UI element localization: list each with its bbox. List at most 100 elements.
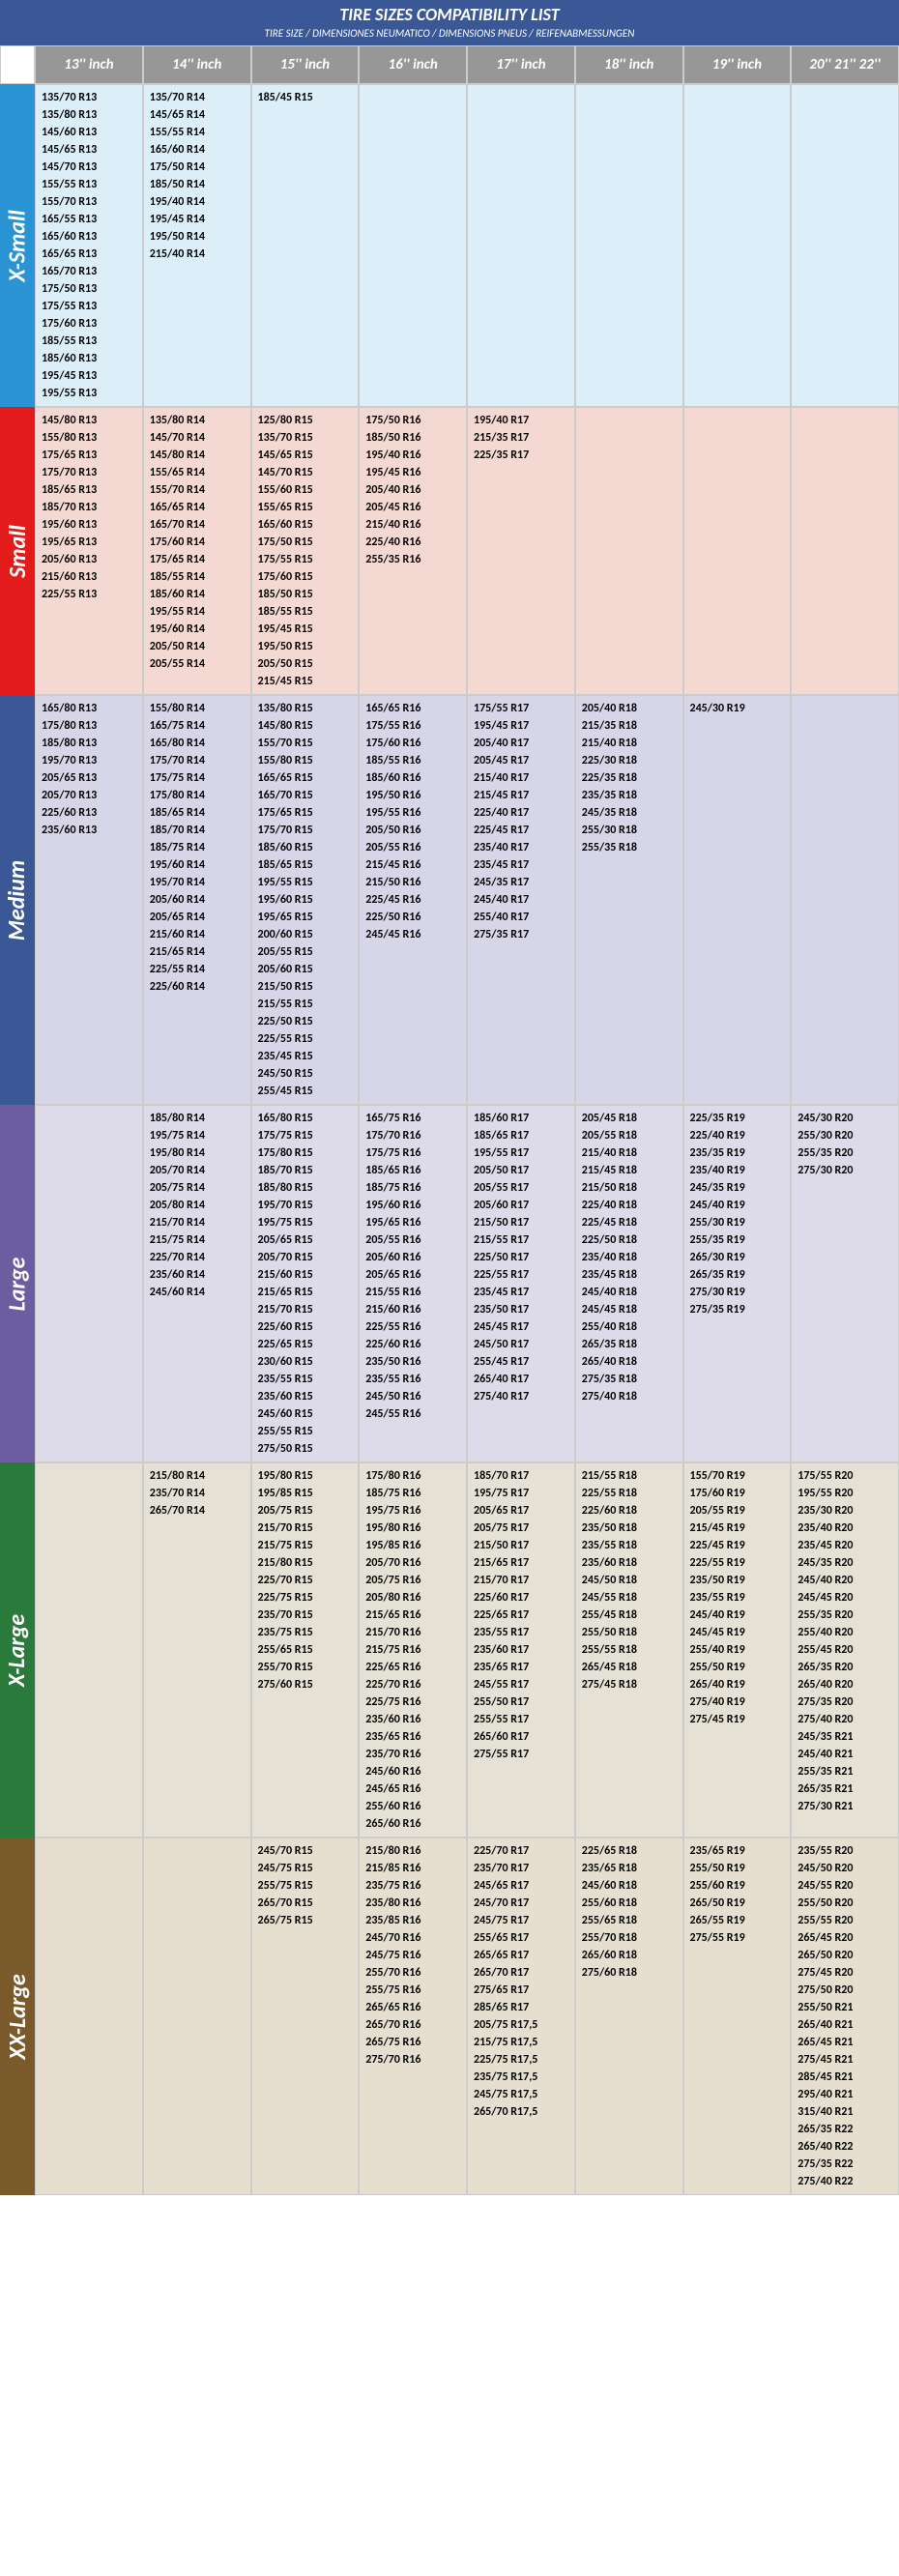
- tire-size: 245/50 R16: [365, 1388, 460, 1405]
- tire-size: 215/45 R15: [258, 673, 353, 690]
- tire-size: 255/30 R19: [690, 1214, 785, 1231]
- tire-size: 185/60 R16: [365, 769, 460, 787]
- tire-size: 255/55 R17: [474, 1711, 568, 1728]
- tire-size: 275/60 R18: [582, 1964, 677, 1982]
- tire-size: 265/50 R20: [798, 1947, 892, 1964]
- tire-size: 175/50 R14: [150, 159, 245, 176]
- tire-size: 265/35 R22: [798, 2121, 892, 2138]
- tire-size: 215/50 R15: [258, 978, 353, 996]
- tire-size: 265/70 R14: [150, 1502, 245, 1520]
- tire-size: 185/70 R14: [150, 822, 245, 839]
- tire-size: 235/75 R17,5: [474, 2069, 568, 2086]
- tire-cell: 135/70 R14145/65 R14155/55 R14165/60 R14…: [143, 84, 251, 407]
- tire-size: 205/75 R16: [365, 1572, 460, 1589]
- tire-size: 225/65 R15: [258, 1336, 353, 1353]
- tire-cell: 235/65 R19255/50 R19255/60 R19265/50 R19…: [683, 1838, 792, 2195]
- compatibility-grid: 13'' inch14'' inch15'' inch16'' inch17''…: [0, 45, 899, 2195]
- tire-size: 195/50 R15: [258, 638, 353, 655]
- tire-size: 155/65 R14: [150, 464, 245, 481]
- tire-size: 275/30 R20: [798, 1162, 892, 1179]
- tire-size: 225/40 R18: [582, 1197, 677, 1214]
- tire-size: 175/55 R13: [42, 298, 136, 315]
- tire-size: 225/70 R15: [258, 1572, 353, 1589]
- tire-size: 245/45 R18: [582, 1301, 677, 1318]
- tire-cell: 185/45 R15: [251, 84, 360, 407]
- tire-size: 205/50 R16: [365, 822, 460, 839]
- tire-size: 215/40 R18: [582, 1144, 677, 1162]
- tire-size: 155/60 R15: [258, 481, 353, 499]
- tire-size: 235/65 R18: [582, 1860, 677, 1877]
- tire-size: 215/80 R14: [150, 1467, 245, 1485]
- tire-size: 255/60 R16: [365, 1798, 460, 1815]
- tire-size: 235/55 R17: [474, 1624, 568, 1641]
- tire-size: 235/30 R20: [798, 1502, 892, 1520]
- tire-size: 225/60 R17: [474, 1589, 568, 1606]
- tire-size: 245/75 R17,5: [474, 2086, 568, 2103]
- tire-size: 215/80 R15: [258, 1554, 353, 1572]
- tire-size: 185/80 R14: [150, 1110, 245, 1127]
- tire-size: 205/80 R14: [150, 1197, 245, 1214]
- tire-size: 205/50 R15: [258, 655, 353, 673]
- tire-size: 235/70 R17: [474, 1860, 568, 1877]
- tire-size: 225/65 R18: [582, 1842, 677, 1860]
- tire-size: 195/40 R17: [474, 412, 568, 429]
- tire-size: 185/65 R16: [365, 1162, 460, 1179]
- tire-size: 165/75 R14: [150, 717, 245, 735]
- tire-size: 225/55 R16: [365, 1318, 460, 1336]
- tire-size: 235/65 R17: [474, 1659, 568, 1676]
- tire-size: 185/50 R15: [258, 586, 353, 603]
- tire-size: 215/65 R14: [150, 943, 245, 961]
- tire-size: 205/60 R13: [42, 551, 136, 568]
- tire-size: 275/30 R19: [690, 1284, 785, 1301]
- corner-cell: [0, 45, 35, 84]
- tire-size: 255/35 R19: [690, 1231, 785, 1249]
- tire-size: 225/40 R17: [474, 804, 568, 822]
- tire-size: 225/30 R18: [582, 752, 677, 769]
- tire-size: 215/45 R18: [582, 1162, 677, 1179]
- tire-size: 225/40 R16: [365, 534, 460, 551]
- tire-size: 225/70 R14: [150, 1249, 245, 1266]
- tire-size: 225/45 R18: [582, 1214, 677, 1231]
- tire-size: 255/40 R20: [798, 1624, 892, 1641]
- tire-cell: 245/30 R19: [683, 695, 792, 1105]
- tire-size: 135/70 R14: [150, 89, 245, 106]
- tire-size: 195/75 R16: [365, 1502, 460, 1520]
- tire-size: 175/80 R14: [150, 787, 245, 804]
- tire-cell: [575, 407, 683, 695]
- tire-size: 275/40 R19: [690, 1693, 785, 1711]
- tire-size: 205/60 R17: [474, 1197, 568, 1214]
- tire-size: 185/80 R13: [42, 735, 136, 752]
- tire-cell: [359, 84, 467, 407]
- tire-size: 265/65 R17: [474, 1947, 568, 1964]
- tire-size: 265/35 R18: [582, 1336, 677, 1353]
- tire-size: 155/70 R13: [42, 193, 136, 211]
- tire-size: 215/60 R13: [42, 568, 136, 586]
- tire-size: 265/50 R19: [690, 1895, 785, 1912]
- tire-size: 230/60 R15: [258, 1353, 353, 1371]
- tire-size: 275/60 R15: [258, 1676, 353, 1693]
- column-header: 19'' inch: [683, 45, 792, 84]
- tire-size: 195/55 R17: [474, 1144, 568, 1162]
- tire-size: 275/55 R17: [474, 1746, 568, 1763]
- tire-size: 215/50 R17: [474, 1214, 568, 1231]
- tire-size: 175/70 R13: [42, 464, 136, 481]
- column-header: 17'' inch: [467, 45, 575, 84]
- tire-size: 255/55 R20: [798, 1912, 892, 1929]
- tire-size: 145/70 R14: [150, 429, 245, 447]
- tire-size: 255/45 R15: [258, 1083, 353, 1100]
- tire-size: 165/80 R15: [258, 1110, 353, 1127]
- tire-size: 195/45 R15: [258, 621, 353, 638]
- tire-size: 175/55 R16: [365, 717, 460, 735]
- tire-size: 275/50 R15: [258, 1440, 353, 1458]
- tire-size: 205/60 R15: [258, 961, 353, 978]
- tire-size: 255/75 R15: [258, 1877, 353, 1895]
- page-title: TIRE SIZES COMPATIBILITY LIST: [0, 4, 899, 25]
- tire-cell: 125/80 R15135/70 R15145/65 R15145/70 R15…: [251, 407, 360, 695]
- tire-size: 245/45 R16: [365, 926, 460, 943]
- tire-cell: 175/50 R16185/50 R16195/40 R16195/45 R16…: [359, 407, 467, 695]
- tire-size: 245/75 R15: [258, 1860, 353, 1877]
- tire-size: 205/55 R16: [365, 1231, 460, 1249]
- tire-size: 245/60 R18: [582, 1877, 677, 1895]
- tire-size: 245/75 R16: [365, 1947, 460, 1964]
- tire-size: 205/50 R17: [474, 1162, 568, 1179]
